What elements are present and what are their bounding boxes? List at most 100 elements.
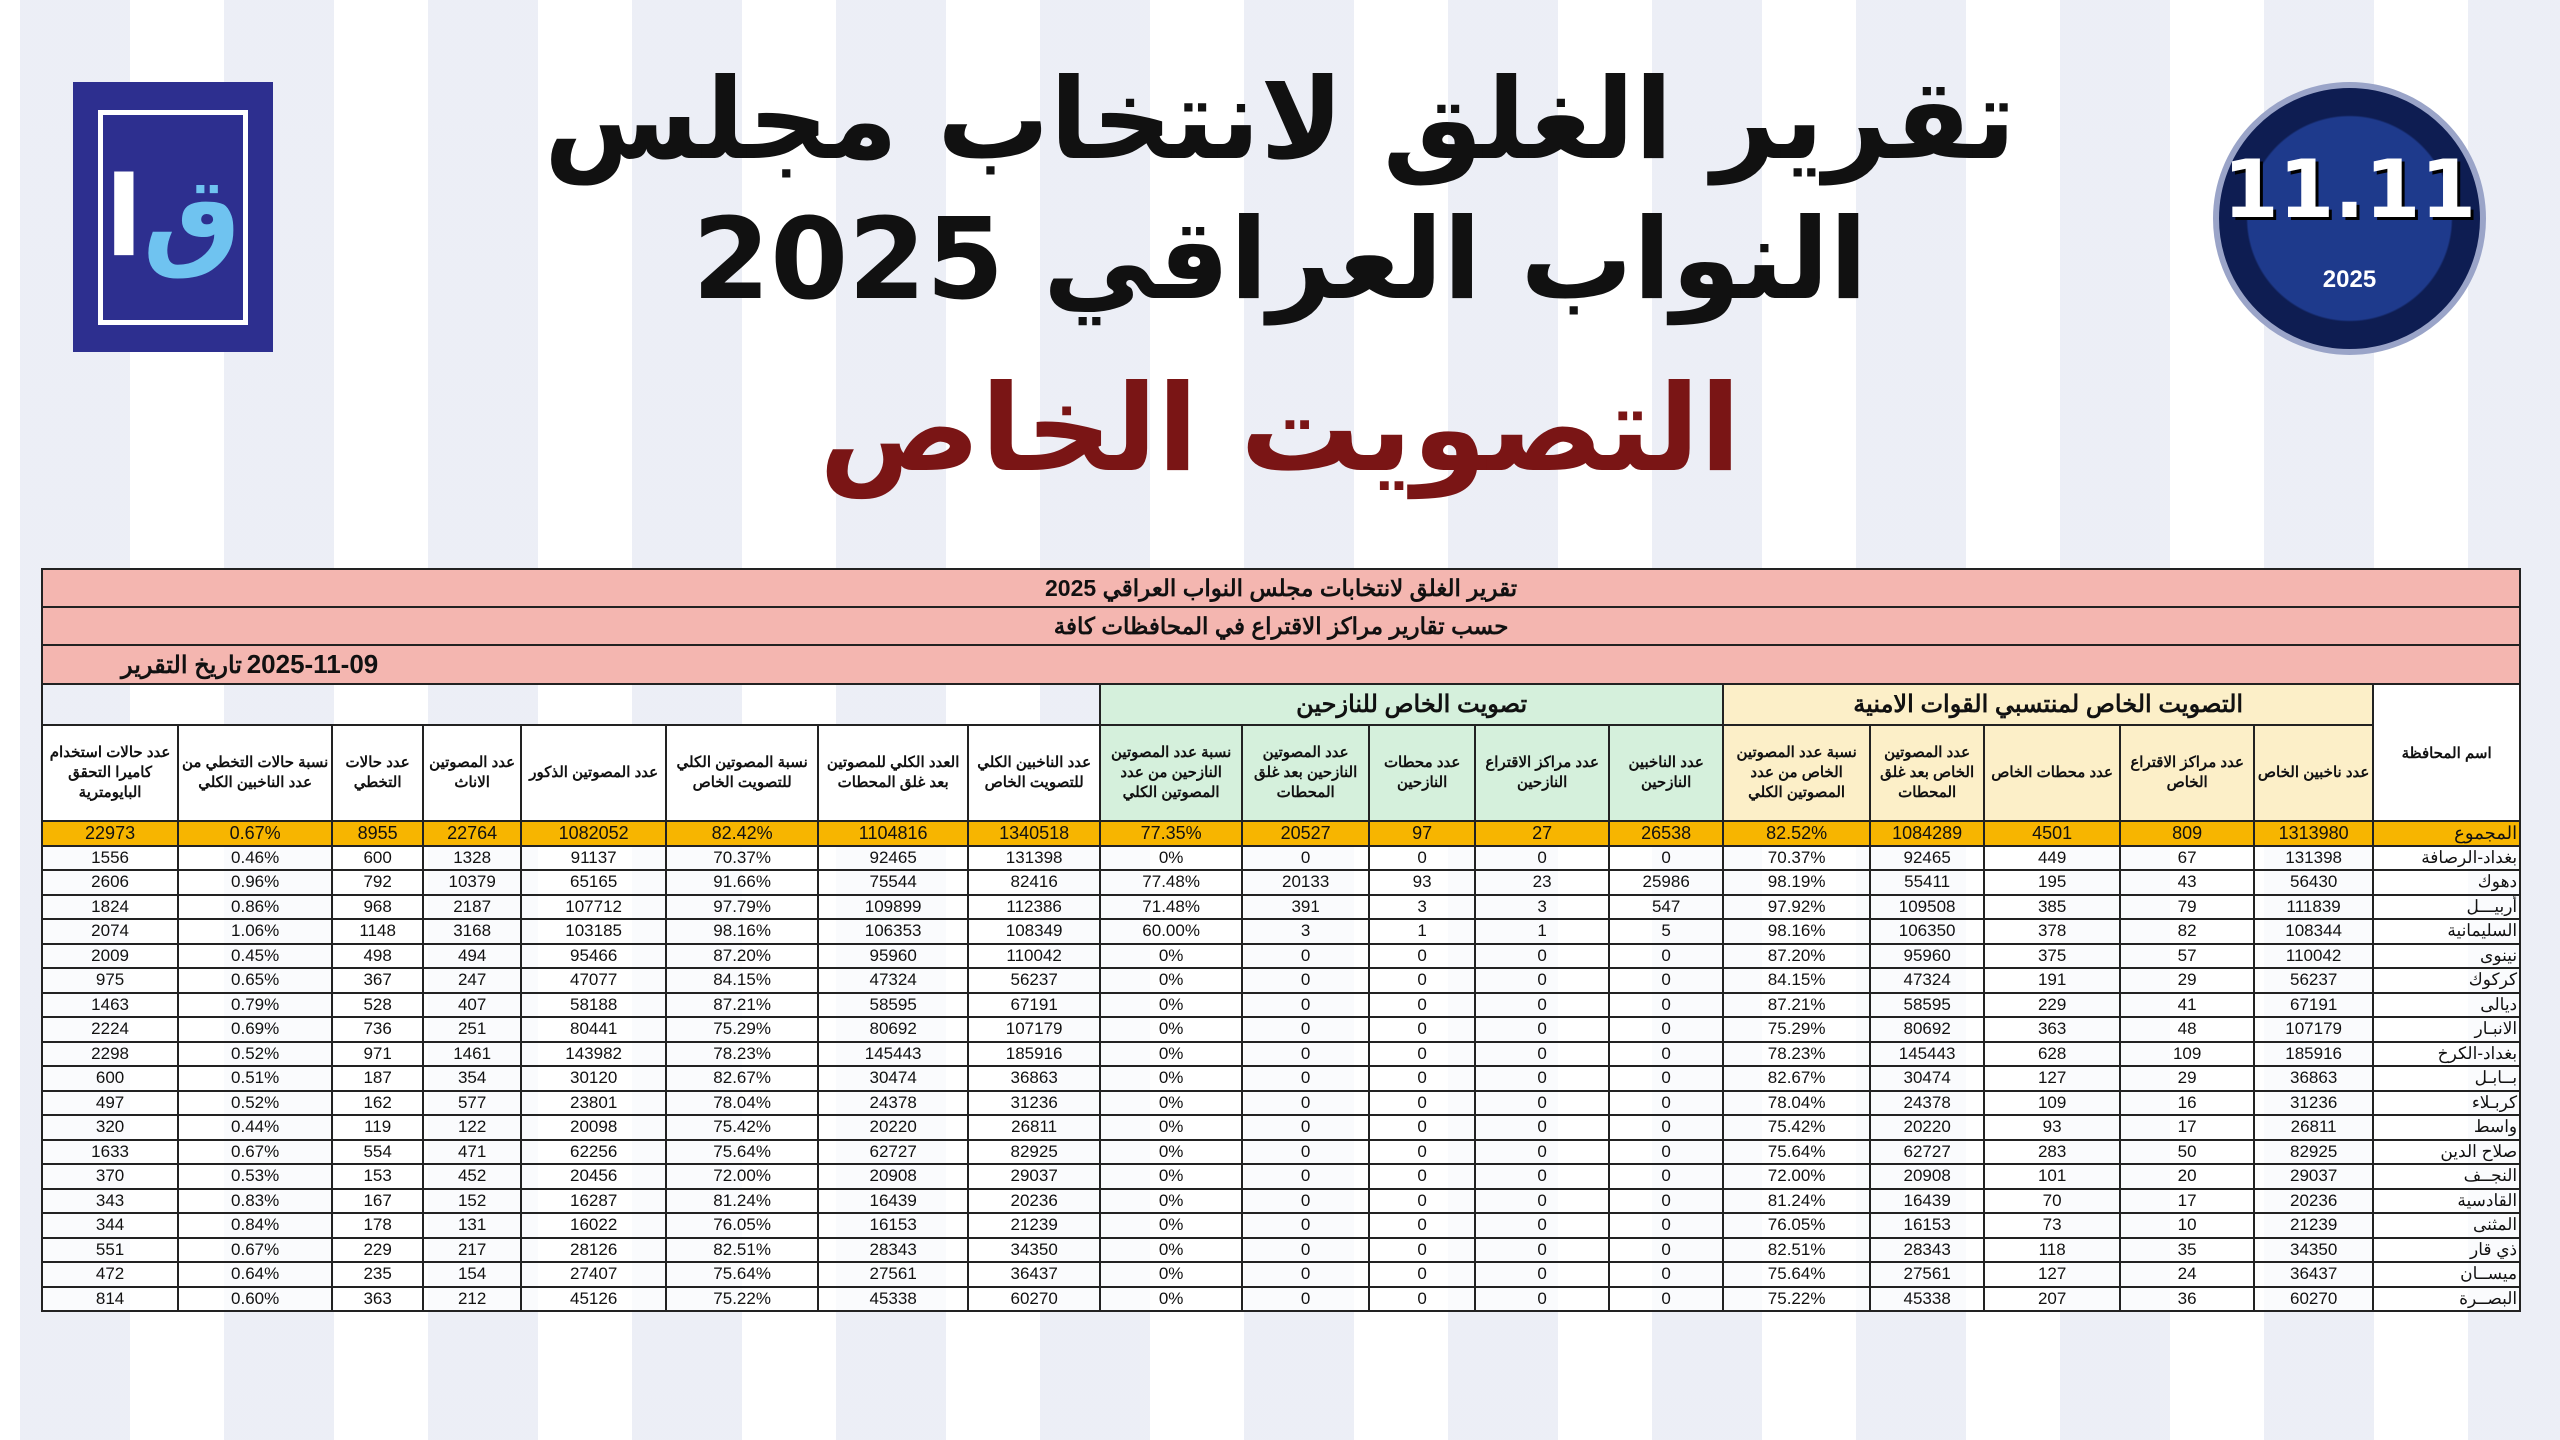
value-cell: 363 <box>1983 1016 2122 1043</box>
value-cell: 0 <box>1474 1040 1611 1067</box>
province-name-cell: ذي قار <box>2372 1236 2522 1263</box>
value-cell: 106350 <box>1869 918 1986 945</box>
value-cell: 251 <box>422 1016 523 1043</box>
value-cell: 77.35% <box>1099 820 1244 847</box>
value-cell: 154 <box>422 1261 523 1288</box>
value-cell: 1148 <box>331 918 425 945</box>
value-cell: 47324 <box>817 967 970 994</box>
value-cell: 0.83% <box>177 1187 334 1214</box>
value-cell: 167 <box>331 1187 425 1214</box>
province-name-cell: دهوك <box>2372 869 2522 896</box>
value-cell: 0 <box>1241 1114 1371 1141</box>
value-cell: 29 <box>2119 967 2256 994</box>
value-cell: 1104816 <box>817 820 970 847</box>
value-cell: 76.05% <box>1722 1212 1872 1239</box>
emblem-number: 11.11 <box>2222 143 2477 236</box>
value-cell: 0 <box>1241 1236 1371 1263</box>
value-cell: 0 <box>1474 1163 1611 1190</box>
value-cell: 16439 <box>817 1187 970 1214</box>
value-cell: 0 <box>1241 1138 1371 1165</box>
value-cell: 16439 <box>1869 1187 1986 1214</box>
value-cell: 110042 <box>2253 942 2375 969</box>
table-row: ديالى 67191 41 229 58595 87.21% 0 0 0 0 0% 67191 585… <box>40 991 2522 1018</box>
value-cell: 82925 <box>2253 1138 2375 1165</box>
value-cell: 0% <box>1099 967 1244 994</box>
value-cell: 354 <box>422 1065 523 1092</box>
value-cell: 75.22% <box>665 1285 820 1312</box>
value-cell: 109508 <box>1869 893 1986 920</box>
value-cell: 0 <box>1474 1187 1611 1214</box>
value-cell: 0 <box>1241 991 1371 1018</box>
value-cell: 20236 <box>967 1187 1102 1214</box>
value-cell: 212 <box>422 1285 523 1312</box>
value-cell: 60270 <box>2253 1285 2375 1312</box>
total-row: المجموع 1313980 809 4501 1084289 82.52% 26538 2… <box>40 820 2522 847</box>
value-cell: 25986 <box>1608 869 1725 896</box>
column-header: عدد المصوتين النازحين بعد غلق المحطات <box>1241 724 1371 822</box>
value-cell: 48 <box>2119 1016 2256 1043</box>
value-cell: 82.67% <box>1722 1065 1872 1092</box>
value-cell: 84.15% <box>665 967 820 994</box>
value-cell: 72.00% <box>665 1163 820 1190</box>
value-cell: 95466 <box>520 942 668 969</box>
province-name-cell: السليمانية <box>2372 918 2522 945</box>
value-cell: 20220 <box>1869 1114 1986 1141</box>
table-row: أربيـــل 111839 79 385 109508 97.92% 547 3 3 391 7… <box>40 893 2522 920</box>
value-cell: 0 <box>1241 1187 1371 1214</box>
value-cell: 0 <box>1368 1163 1477 1190</box>
value-cell: 0.52% <box>177 1089 334 1116</box>
value-cell: 471 <box>422 1138 523 1165</box>
value-cell: 20527 <box>1241 820 1371 847</box>
value-cell: 92465 <box>817 844 970 871</box>
column-header: عدد المصوتين الاناث <box>422 724 523 822</box>
value-cell: 77.48% <box>1099 869 1244 896</box>
value-cell: 75.42% <box>1722 1114 1872 1141</box>
value-cell: 36437 <box>967 1261 1102 1288</box>
value-cell: 0 <box>1474 1065 1611 1092</box>
value-cell: 0 <box>1608 1089 1725 1116</box>
value-cell: 28343 <box>1869 1236 1986 1263</box>
value-cell: 809 <box>2119 820 2256 847</box>
column-header: نسبة عدد المصوتين الخاص من عدد المصوتين … <box>1722 724 1872 822</box>
value-cell: 107712 <box>520 893 668 920</box>
value-cell: 75544 <box>817 869 970 896</box>
province-name-cell: ديالى <box>2372 991 2522 1018</box>
value-cell: 0 <box>1241 967 1371 994</box>
value-cell: 24378 <box>1869 1089 1986 1116</box>
value-cell: 91137 <box>520 844 668 871</box>
value-cell: 30120 <box>520 1065 668 1092</box>
value-cell: 17 <box>2119 1187 2256 1214</box>
value-cell: 35 <box>2119 1236 2256 1263</box>
column-header: عدد حالات التخطي <box>331 724 425 822</box>
province-name-cell: النجــف <box>2372 1163 2522 1190</box>
value-cell: 736 <box>331 1016 425 1043</box>
value-cell: 1463 <box>40 991 180 1018</box>
value-cell: 0 <box>1241 942 1371 969</box>
value-cell: 0 <box>1368 1187 1477 1214</box>
page-title-line1: تقرير الغلق لانتخاب مجلس <box>544 55 2016 185</box>
value-cell: 93 <box>1983 1114 2122 1141</box>
value-cell: 80692 <box>817 1016 970 1043</box>
value-cell: 70 <box>1983 1187 2122 1214</box>
value-cell: 162 <box>331 1089 425 1116</box>
value-cell: 0% <box>1099 1236 1244 1263</box>
value-cell: 106353 <box>817 918 970 945</box>
value-cell: 56430 <box>2253 869 2375 896</box>
table-row: ذي قار 34350 35 118 28343 82.51% 0 0 0 0 0% 34350 28… <box>40 1236 2522 1263</box>
value-cell: 28126 <box>520 1236 668 1263</box>
value-cell: 16 <box>2119 1089 2256 1116</box>
table-row: ميســان 36437 24 127 27561 75.64% 0 0 0 0 0% 36437 2… <box>40 1261 2522 1288</box>
province-name-cell: واسط <box>2372 1114 2522 1141</box>
value-cell: 0 <box>1474 967 1611 994</box>
column-header: عدد محطات النازحين <box>1368 724 1477 822</box>
value-cell: 17 <box>2119 1114 2256 1141</box>
value-cell: 103185 <box>520 918 668 945</box>
value-cell: 75.64% <box>665 1261 820 1288</box>
value-cell: 65165 <box>520 869 668 896</box>
value-cell: 26538 <box>1608 820 1725 847</box>
value-cell: 0% <box>1099 1065 1244 1092</box>
value-cell: 367 <box>331 967 425 994</box>
value-cell: 0.60% <box>177 1285 334 1312</box>
value-cell: 0% <box>1099 1016 1244 1043</box>
